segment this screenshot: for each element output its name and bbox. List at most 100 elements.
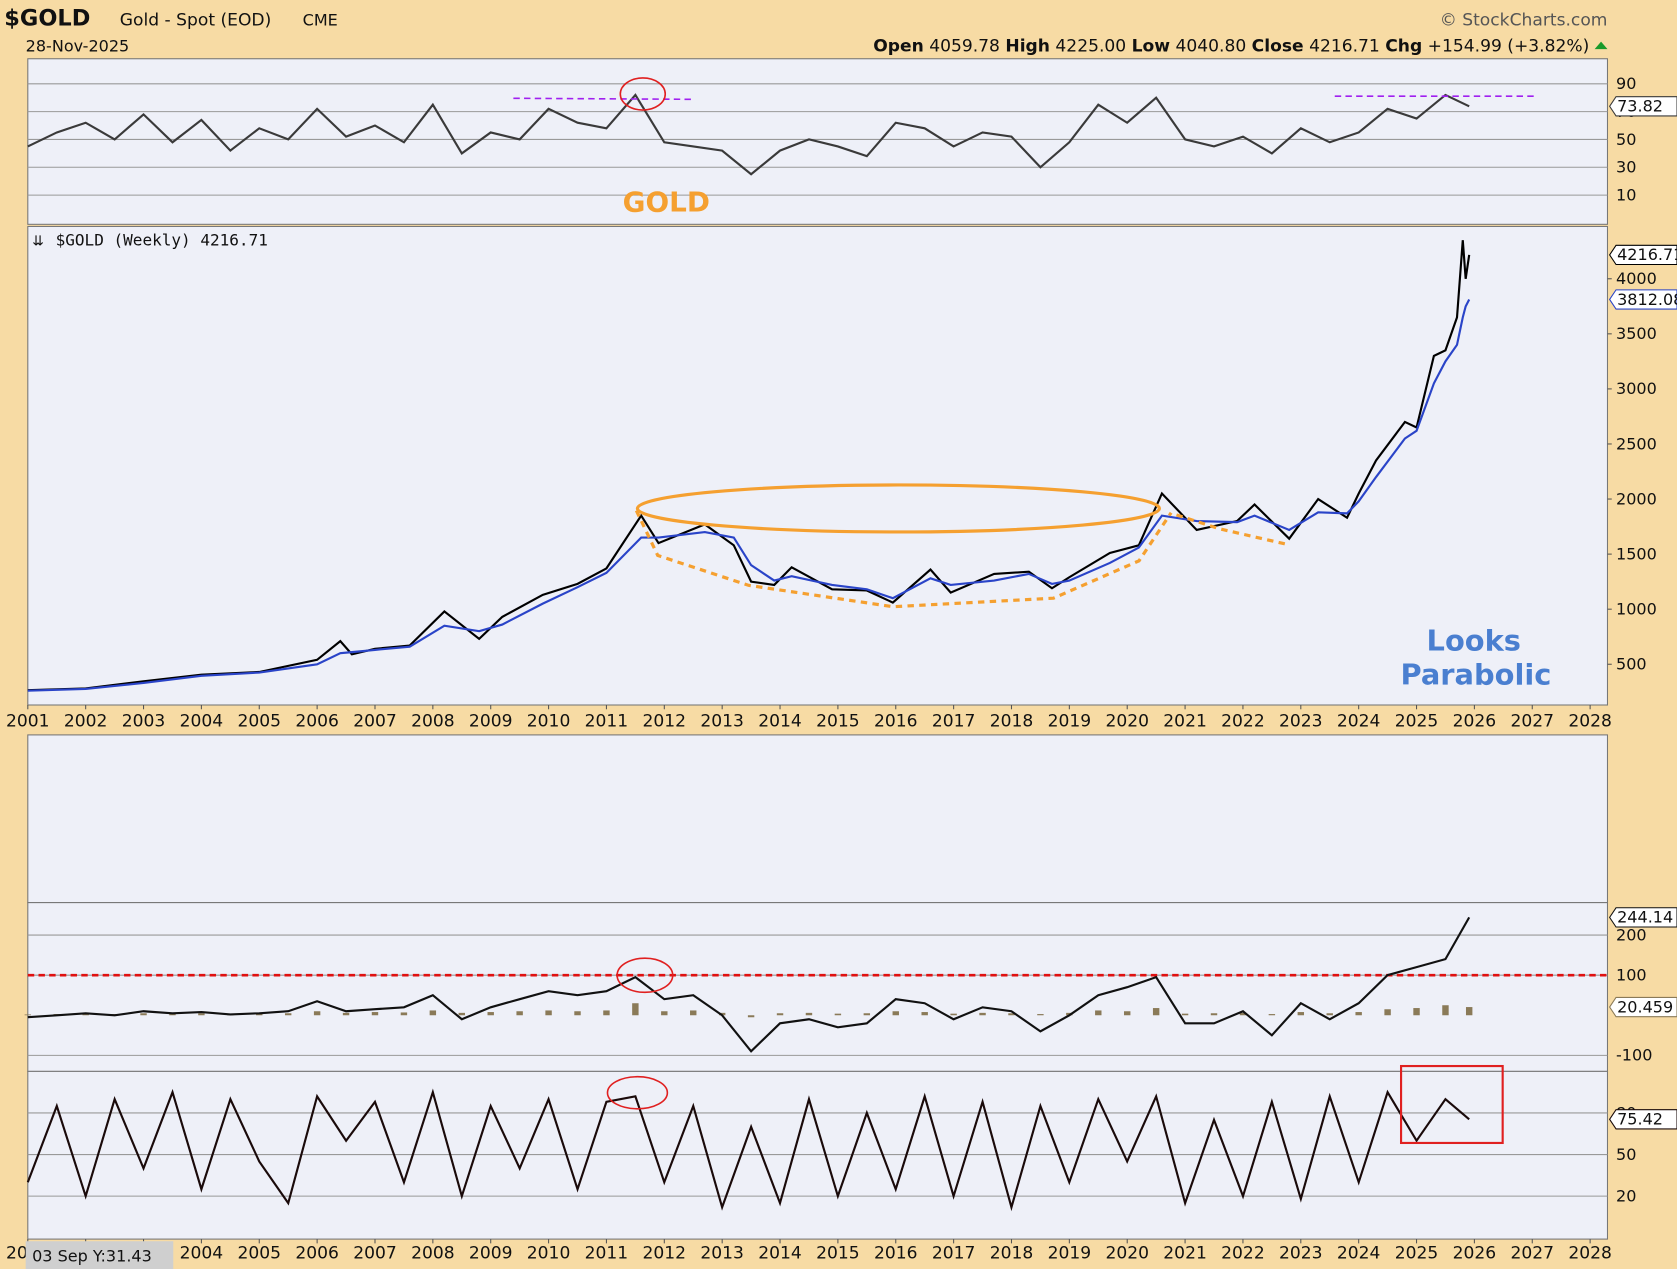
x-tick-label: 2019 bbox=[1048, 711, 1092, 731]
x-tick-label: 2013 bbox=[700, 1243, 744, 1263]
value-tag-label: 4216.71 bbox=[1617, 245, 1677, 264]
value-tag bbox=[1608, 96, 1677, 117]
x-tick-label: 2017 bbox=[932, 711, 976, 731]
histogram-bar bbox=[1210, 1013, 1218, 1016]
resistance-line bbox=[513, 97, 696, 101]
value-tag-label: 73.82 bbox=[1617, 97, 1663, 116]
range-ellipse bbox=[635, 483, 1161, 534]
value-tag bbox=[1608, 1109, 1677, 1130]
x-tick-label: 2016 bbox=[874, 1243, 918, 1263]
x-tick-label: 2015 bbox=[816, 711, 860, 731]
x-tick-label: 2009 bbox=[469, 1243, 513, 1263]
x-tick-label: 2028 bbox=[1568, 1243, 1612, 1263]
histogram-bar bbox=[747, 1015, 755, 1018]
histogram-bar bbox=[979, 1012, 986, 1016]
up-arrow bbox=[1594, 41, 1608, 50]
histogram-bar bbox=[342, 1012, 350, 1016]
x-tick-label: 2012 bbox=[643, 1243, 687, 1263]
x-tick-label: 2025 bbox=[1395, 1243, 1439, 1263]
x-tick-label: 2019 bbox=[1048, 1243, 1092, 1263]
histogram-bar bbox=[921, 1012, 928, 1016]
highlight-ellipse bbox=[616, 957, 674, 994]
status-box bbox=[25, 1241, 174, 1269]
chg: +154.99 (+3.82%) bbox=[1428, 36, 1590, 56]
histogram-bar bbox=[661, 1011, 668, 1016]
series-line bbox=[27, 93, 1470, 176]
series-line bbox=[27, 240, 1471, 692]
histogram-bar bbox=[1326, 1013, 1333, 1016]
x-tick-label: 2004 bbox=[180, 1243, 224, 1263]
histogram-bar bbox=[776, 1013, 784, 1016]
x-tick-label: 2027 bbox=[1510, 711, 1554, 731]
x-tick-label: 2006 bbox=[295, 711, 339, 731]
close-label: Close bbox=[1252, 36, 1304, 56]
x-tick-label: 2018 bbox=[990, 711, 1034, 731]
histogram-bar bbox=[487, 1012, 494, 1016]
value-tag-label: 3812.08 bbox=[1617, 290, 1677, 309]
histogram-bar bbox=[429, 1010, 437, 1016]
y-tick-label: 500 bbox=[1616, 655, 1647, 674]
y-tick-label: 20 bbox=[1616, 1186, 1636, 1205]
panel bbox=[27, 225, 1609, 706]
high: 4225.00 bbox=[1055, 36, 1126, 56]
x-tick-label: 2026 bbox=[1453, 1243, 1497, 1263]
x-tick-label: 2012 bbox=[643, 711, 687, 731]
x-tick-label: 2024 bbox=[1337, 711, 1381, 731]
status: 03 Sep Y:31.43 bbox=[32, 1247, 152, 1266]
series-line bbox=[27, 916, 1471, 1053]
x-tick-label: 2018 bbox=[990, 1243, 1034, 1263]
y-tick-label: 10 bbox=[1616, 185, 1636, 204]
x-tick-label: 2014 bbox=[758, 1243, 802, 1263]
histogram-bar bbox=[169, 1013, 176, 1016]
histogram-bar bbox=[690, 1010, 697, 1016]
histogram-bar bbox=[1124, 1011, 1131, 1016]
x-tick-label: 2023 bbox=[1279, 1243, 1323, 1263]
x-tick-label: 2021 bbox=[1163, 711, 1207, 731]
x-tick-label: 2027 bbox=[1510, 1243, 1554, 1263]
x-tick-label: 2020 bbox=[1105, 1243, 1149, 1263]
histogram-bar bbox=[574, 1011, 581, 1016]
x-tick-label: 2011 bbox=[585, 1243, 629, 1263]
histogram-bar bbox=[805, 1012, 813, 1016]
x-tick-label: 2016 bbox=[874, 711, 918, 731]
histogram-bar bbox=[458, 1012, 465, 1016]
series-line bbox=[27, 299, 1471, 692]
histogram-bar bbox=[516, 1011, 523, 1016]
histogram-bar bbox=[1037, 1014, 1044, 1016]
histogram-bar bbox=[1268, 1014, 1276, 1016]
highlight-ellipse bbox=[606, 1075, 669, 1110]
x-tick-label: 2024 bbox=[1337, 1243, 1381, 1263]
instrument-name: Gold - Spot (EOD) bbox=[120, 11, 271, 31]
x-tick-label: 2023 bbox=[1279, 711, 1323, 731]
value-tag-label: 75.42 bbox=[1617, 1110, 1663, 1129]
annotation: Parabolic bbox=[1400, 658, 1551, 692]
histogram-bar bbox=[284, 1013, 292, 1016]
x-tick-label: 2025 bbox=[1395, 711, 1439, 731]
histogram-bar bbox=[1008, 1013, 1015, 1016]
y-tick-label: 50 bbox=[1616, 1145, 1636, 1164]
x-tick-label: 2015 bbox=[816, 1243, 860, 1263]
y-tick-label: 100 bbox=[1616, 966, 1647, 985]
x-tick-label: 2007 bbox=[353, 1243, 397, 1263]
symbol: $GOLD bbox=[4, 6, 90, 32]
value-tag bbox=[1608, 244, 1677, 266]
panel bbox=[27, 1070, 1609, 1240]
y-tick-label: 1500 bbox=[1616, 544, 1657, 563]
histogram-bar bbox=[198, 1013, 205, 1016]
x-tick-label: 2008 bbox=[411, 711, 455, 731]
x-tick-label: 2022 bbox=[1221, 711, 1265, 731]
y-tick-label: 3000 bbox=[1616, 379, 1657, 398]
histogram-bar bbox=[1442, 1005, 1449, 1016]
series-line bbox=[26, 1088, 1470, 1212]
histogram-bar bbox=[371, 1012, 379, 1016]
histogram-bar bbox=[863, 1013, 871, 1016]
plots: 103050709073.82GOLD500100015002000250030… bbox=[6, 58, 1677, 1263]
histogram-bar bbox=[603, 1010, 610, 1016]
x-tick-label: 2009 bbox=[469, 711, 513, 731]
histogram-bar bbox=[1384, 1009, 1391, 1016]
y-tick-label: 90 bbox=[1616, 74, 1636, 93]
value-tag-label: 244.14 bbox=[1617, 908, 1673, 927]
x-tick-label: 2003 bbox=[122, 711, 166, 731]
panel bbox=[27, 902, 1609, 1072]
